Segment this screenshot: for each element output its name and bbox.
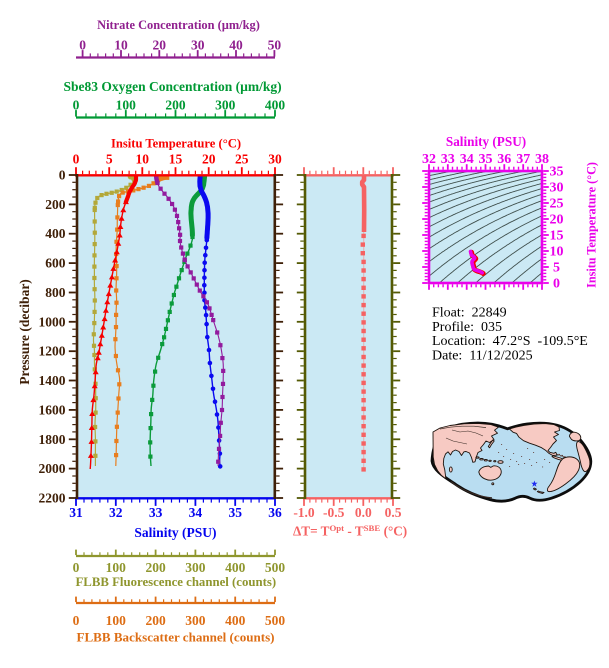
svg-text:0: 0 <box>73 98 80 113</box>
svg-text:200: 200 <box>45 197 66 212</box>
svg-text:25: 25 <box>550 197 564 212</box>
svg-text:20: 20 <box>202 152 216 167</box>
svg-text:0.0: 0.0 <box>355 505 372 520</box>
svg-text:35: 35 <box>550 165 564 180</box>
svg-text:0: 0 <box>73 152 80 167</box>
svg-text:300: 300 <box>185 560 206 575</box>
svg-text:Nitrate Concentration (µm/kg): Nitrate Concentration (µm/kg) <box>97 18 260 32</box>
svg-text:500: 500 <box>265 560 286 575</box>
svg-text:Salinity (PSU): Salinity (PSU) <box>134 525 216 540</box>
svg-text:33: 33 <box>441 152 455 167</box>
svg-text:Location: 47.2°S -109.5°E: Location: 47.2°S -109.5°E <box>432 334 588 349</box>
svg-text:Profile: 035: Profile: 035 <box>432 320 502 335</box>
svg-text:400: 400 <box>225 613 246 628</box>
svg-text:40: 40 <box>229 38 243 53</box>
svg-text:0: 0 <box>73 560 80 575</box>
svg-text:0: 0 <box>73 613 80 628</box>
svg-text:25: 25 <box>235 152 249 167</box>
svg-text:300: 300 <box>215 98 236 113</box>
svg-text:30: 30 <box>191 38 205 53</box>
svg-text:-1.0: -1.0 <box>293 505 315 520</box>
svg-text:50: 50 <box>268 38 282 53</box>
svg-text:200: 200 <box>145 613 166 628</box>
svg-text:300: 300 <box>185 613 206 628</box>
svg-text:0: 0 <box>59 168 66 183</box>
svg-text:1400: 1400 <box>39 373 66 388</box>
svg-text:10: 10 <box>136 152 150 167</box>
svg-text:200: 200 <box>165 98 186 113</box>
svg-text:1200: 1200 <box>39 344 66 359</box>
svg-text:34: 34 <box>189 505 203 520</box>
svg-text:30: 30 <box>268 152 282 167</box>
svg-text:36: 36 <box>268 505 282 520</box>
svg-text:400: 400 <box>265 98 286 113</box>
svg-text:32: 32 <box>109 505 123 520</box>
svg-text:1600: 1600 <box>39 402 66 417</box>
svg-text:20: 20 <box>550 213 564 228</box>
svg-text:15: 15 <box>169 152 183 167</box>
svg-text:38: 38 <box>535 152 549 167</box>
svg-text:1000: 1000 <box>39 314 66 329</box>
svg-text:-0.5: -0.5 <box>323 505 345 520</box>
svg-text:31: 31 <box>69 505 83 520</box>
svg-text:20: 20 <box>153 38 167 53</box>
svg-text:10: 10 <box>550 245 564 260</box>
svg-text:Pressure (decibar): Pressure (decibar) <box>17 279 32 385</box>
svg-text:100: 100 <box>106 560 127 575</box>
svg-text:Date: 11/12/2025: Date: 11/12/2025 <box>432 348 533 363</box>
svg-text:1800: 1800 <box>39 432 66 447</box>
svg-text:FLBB Backscatter channel (coun: FLBB Backscatter channel (counts) <box>77 630 275 645</box>
svg-text:5: 5 <box>553 261 560 276</box>
svg-text:100: 100 <box>106 613 127 628</box>
svg-text:400: 400 <box>45 226 66 241</box>
svg-text:0.5: 0.5 <box>385 505 402 520</box>
svg-text:Salinity (PSU): Salinity (PSU) <box>446 134 526 149</box>
svg-text:Insitu Temperature (°C): Insitu Temperature (°C) <box>111 137 241 151</box>
svg-text:400: 400 <box>225 560 246 575</box>
svg-text:35: 35 <box>479 152 493 167</box>
svg-text:2200: 2200 <box>39 491 66 506</box>
svg-text:30: 30 <box>550 181 564 196</box>
svg-text:FLBB Fluorescence channel (cou: FLBB Fluorescence channel (counts) <box>75 575 276 589</box>
svg-text:15: 15 <box>550 229 564 244</box>
svg-text:Insitu Temperature (°C): Insitu Temperature (°C) <box>585 162 599 288</box>
svg-text:37: 37 <box>516 152 530 167</box>
svg-text:200: 200 <box>145 560 166 575</box>
svg-text:34: 34 <box>460 152 474 167</box>
svg-text:2000: 2000 <box>39 461 66 476</box>
svg-text:800: 800 <box>45 285 66 300</box>
svg-text:0: 0 <box>553 277 560 292</box>
svg-text:100: 100 <box>116 98 137 113</box>
svg-text:500: 500 <box>265 613 286 628</box>
svg-text:33: 33 <box>149 505 163 520</box>
svg-text:Float: 22849: Float: 22849 <box>432 306 507 321</box>
svg-text:ΔT= TOpt - TSBE (°C): ΔT= TOpt - TSBE (°C) <box>293 523 407 539</box>
svg-text:32: 32 <box>422 152 436 167</box>
svg-text:36: 36 <box>497 152 511 167</box>
svg-text:Sbe83 Oxygen Concentration (µm: Sbe83 Oxygen Concentration (µm/kg) <box>64 79 282 94</box>
svg-text:5: 5 <box>106 152 113 167</box>
svg-text:0: 0 <box>79 38 86 53</box>
svg-text:10: 10 <box>114 38 128 53</box>
svg-text:600: 600 <box>45 256 66 271</box>
svg-text:35: 35 <box>228 505 242 520</box>
